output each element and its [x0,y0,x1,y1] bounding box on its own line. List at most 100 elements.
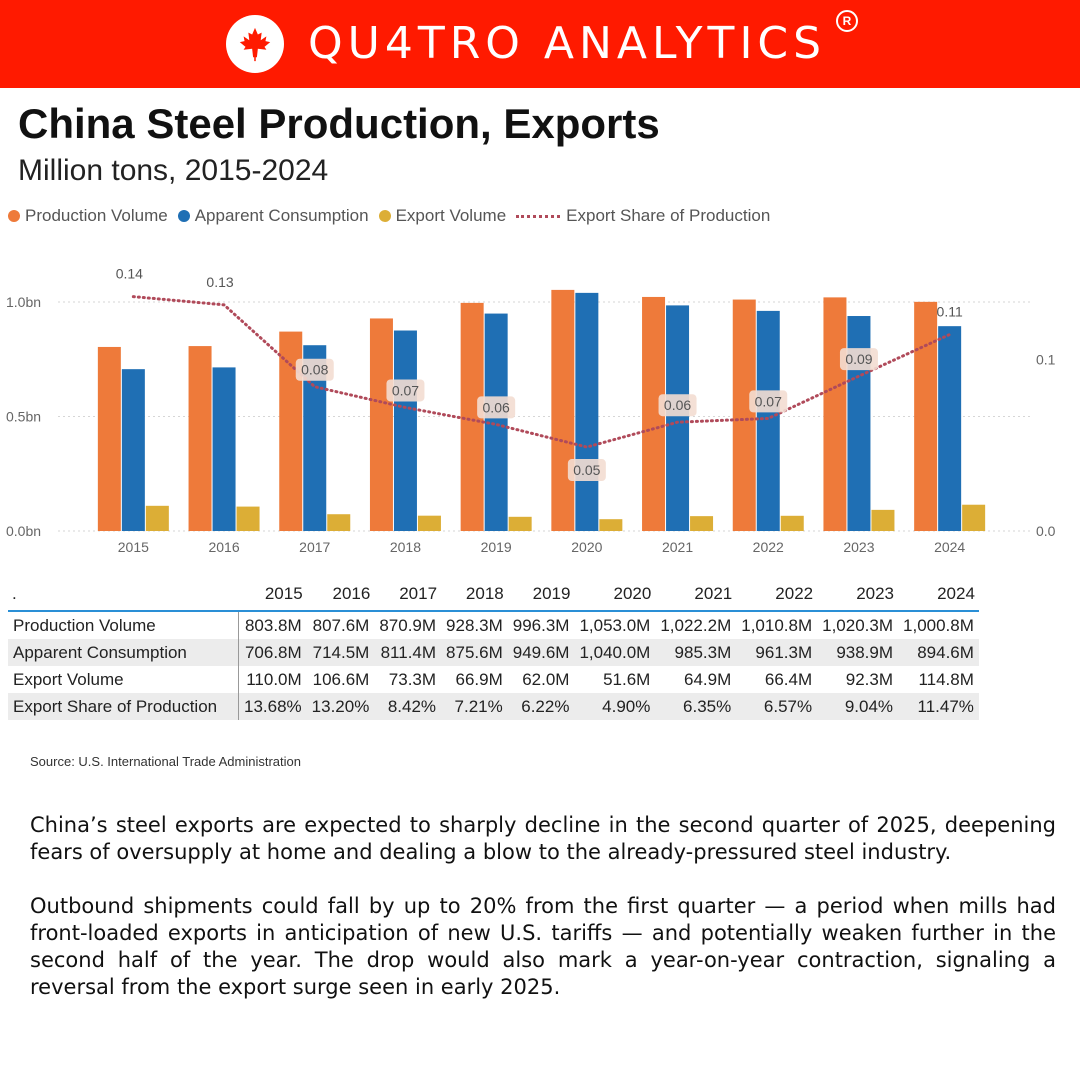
chart-subtitle: Million tons, 2015-2024 [18,154,329,187]
table-cell: 870.9M [379,615,437,635]
bar-production-volume [732,299,756,531]
legend-marker [177,210,190,222]
chart-legend: Production Volume Apparent Consumption E… [8,206,780,226]
data-label-background [295,358,334,381]
table-cell: 66.4M [764,669,813,689]
bar-production-volume [551,289,575,531]
bar-apparent-consumption [121,369,145,531]
legend-item-export-share: Export Share of Production [516,206,770,226]
article-text: China’s steel exports are expected to sh… [30,812,1056,1028]
brand-name: QU4TRO ANALYTICS [308,18,827,69]
table-cell: 64.9M [683,669,732,689]
y2-axis-tick-label: 0.0 [1036,523,1056,539]
table-cell: 8.42% [387,696,437,716]
legend-item-production: Production Volume [8,206,168,226]
line-export-share [131,295,952,449]
table-corner: . [12,584,17,603]
table-cell: 714.5M [312,642,370,662]
legend-marker [8,210,20,222]
table-cell: 114.8M [918,669,974,689]
brand-banner: QU4TRO ANALYTICS R [0,0,1080,88]
data-label-export-share: 0.11 [937,303,963,319]
table-cell: 51.6M [603,669,651,689]
table-body: Production Volume 803.8M 807.6M 870.9M 928.3… [8,611,979,720]
bar-apparent-consumption [303,345,327,531]
data-label-export-share: 0.07 [755,393,782,409]
bar-export-volume [871,509,895,531]
table-column-header: 2021 [694,584,733,603]
table-cell: 961.3M [755,642,813,662]
bar-apparent-consumption [756,310,780,531]
data-label-background [839,348,878,371]
table-cell: 938.9M [836,642,894,662]
table-cell: 1,010.8M [741,615,813,635]
y2-axis-tick-label: 0.1 [1036,352,1056,368]
table-row-label: Export Share of Production [8,693,239,720]
table-cell: 92.3M [845,669,894,689]
bar-export-volume [962,504,986,531]
chart-title: China Steel Production, Exports [18,100,660,147]
table-cell: 13.68% [244,696,302,716]
bar-production-volume [642,296,666,531]
table-cell: 985.3M [674,642,732,662]
table-cell: 894.6M [917,642,974,662]
table-header-row: . 2015 2016 2017 2018 2019 2020 2021 2022 2023 202… [8,578,979,611]
y-axis-tick-label: 0.0bn [6,523,41,539]
data-label-export-share: 0.14 [116,266,143,282]
x-axis-tick-label: 2015 [118,539,149,555]
bar-apparent-consumption [938,326,962,531]
data-label-background [477,396,516,419]
table-cell: 807.6M [312,615,370,635]
legend-label: Export Share of Production [566,206,771,225]
table-cell: 949.6M [512,642,570,662]
data-table-wrapper: . 2015 2016 2017 2018 2019 2020 2021 2022 2023 202… [8,578,979,720]
table-column-header: 2016 [332,584,371,603]
table-cell: 6.22% [521,696,570,716]
table-cell: 73.3M [388,669,437,689]
table-column-header: 2020 [613,584,652,603]
table-row: Export Volume 110.0M 106.6M 73.3M 66.9M 62.0M… [8,666,979,693]
legend-item-consumption: Apparent Consumption [177,206,369,226]
bar-production-volume [369,318,393,531]
x-axis-tick-label: 2021 [662,539,693,555]
legend-marker [378,210,391,222]
data-label-export-share: 0.13 [206,274,233,290]
table-column-header: 2019 [532,584,571,603]
table-cell: 811.4M [380,642,437,662]
bar-production-volume [279,331,303,531]
legend-label: Production Volume [25,206,168,225]
table-row: Production Volume 803.8M 807.6M 870.9M 928.3… [8,611,979,639]
bar-export-volume [327,514,351,531]
table-column-header: 2015 [264,584,303,603]
table-cell: 6.35% [683,696,732,716]
table-cell: 996.3M [512,615,570,635]
table-cell: 1,040.0M [579,642,651,662]
table-cell: 7.21% [454,696,503,716]
table-row: Export Share of Production 13.68% 13.20% 8.… [8,693,979,720]
x-axis-tick-label: 2023 [843,539,874,555]
bar-export-volume [508,516,532,531]
legend-item-export: Export Volume [378,206,506,226]
data-label-background [658,394,697,417]
bar-apparent-consumption [212,367,236,531]
bar-export-volume [145,505,169,531]
table-column-header: 2024 [937,584,975,603]
table-cell: 9.04% [844,696,894,716]
table-cell: 1,053.0M [579,615,651,635]
data-label-export-share: 0.07 [392,382,419,398]
bar-production-volume [823,297,847,531]
article-paragraph: Outbound shipments could fall by up to 2… [30,894,1056,999]
bar-export-volume [690,516,714,531]
table-cell: 706.8M [244,642,302,662]
table-column-header: 2018 [465,584,504,603]
x-axis-tick-label: 2017 [299,539,330,555]
table-cell: 62.0M [522,669,570,689]
bar-export-volume [599,519,623,531]
data-label-export-share: 0.08 [301,362,328,378]
combo-chart: 0.0bn 0.5bn 1.0bn 0.0 0.1 2015 2016 2017 2018 201… [6,266,1056,555]
table-cell: 1,022.2M [660,615,732,635]
bar-production-volume [97,346,121,531]
data-label-background [567,459,606,482]
x-axis-tick-label: 2020 [571,539,602,555]
table-column-header: 2022 [775,584,814,603]
